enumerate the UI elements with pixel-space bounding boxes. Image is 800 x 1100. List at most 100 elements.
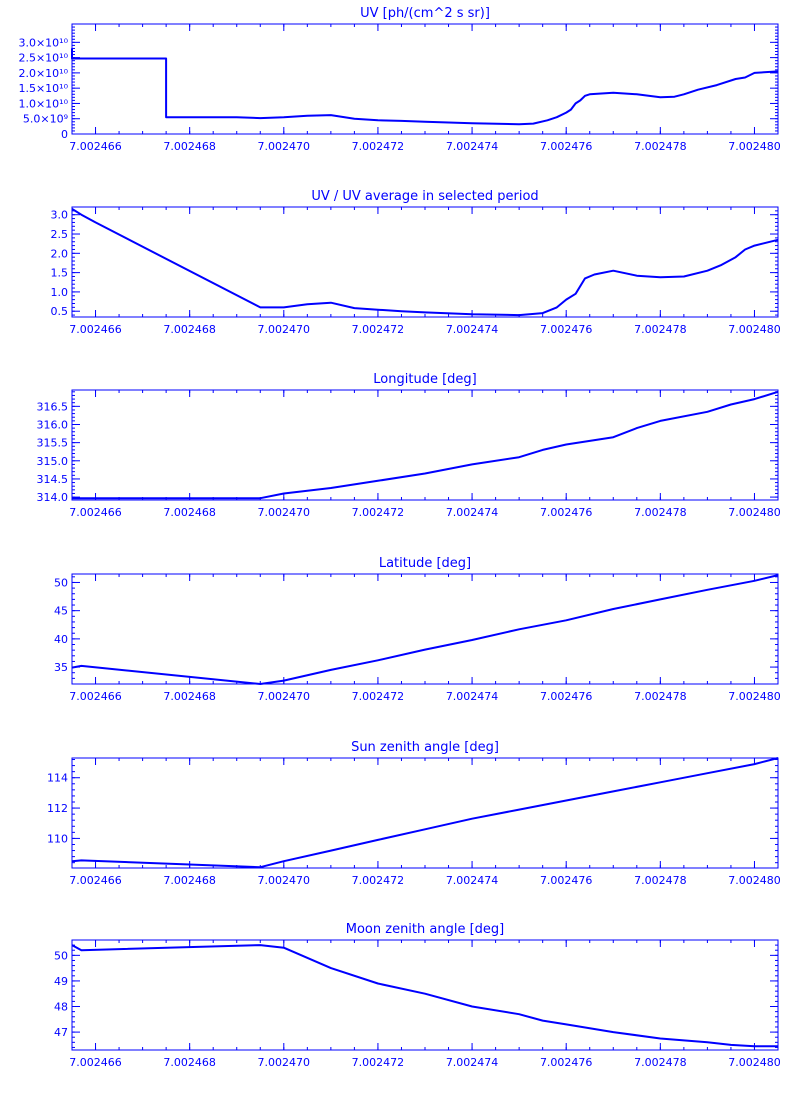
y-tick-label: 5.0×10⁹: [23, 113, 68, 126]
x-tick-label: 7.002470: [258, 1056, 311, 1069]
series-line: [71, 48, 779, 126]
x-tick-label: 7.002476: [540, 140, 593, 153]
y-tick-label: 49: [54, 975, 68, 988]
y-tick-label: 3.0: [51, 209, 69, 222]
y-tick-label: 1.5: [51, 267, 69, 280]
chart-title: Moon zenith angle [deg]: [346, 922, 504, 937]
chart-title: Longitude [deg]: [373, 372, 476, 387]
x-tick-label: 7.002476: [540, 506, 593, 519]
x-tick-label: 7.002474: [446, 1056, 499, 1069]
x-tick-label: 7.002470: [258, 874, 311, 887]
chart-title: Latitude [deg]: [379, 556, 471, 571]
y-tick-label: 47: [54, 1026, 68, 1039]
x-tick-label: 7.002468: [163, 874, 216, 887]
x-tick-label: 7.002478: [634, 506, 687, 519]
x-tick-label: 7.002468: [163, 140, 216, 153]
x-tick-label: 7.002472: [352, 874, 405, 887]
y-tick-label: 50: [54, 949, 68, 962]
chart-title: Sun zenith angle [deg]: [351, 740, 499, 755]
y-tick-label: 2.5×10¹⁰: [18, 52, 68, 65]
x-tick-label: 7.002470: [258, 506, 311, 519]
x-tick-label: 7.002476: [540, 1056, 593, 1069]
x-tick-label: 7.002478: [634, 690, 687, 703]
y-tick-label: 315.5: [37, 437, 69, 450]
y-tick-label: 112: [47, 802, 68, 815]
y-tick-label: 114: [47, 772, 68, 785]
x-tick-label: 7.002472: [352, 690, 405, 703]
series-line: [71, 208, 779, 317]
plot-frame: [71, 206, 779, 318]
plot-frame: [71, 573, 779, 685]
x-tick-label: 7.002476: [540, 323, 593, 336]
y-tick-label: 110: [47, 832, 68, 845]
x-tick-label: 7.002474: [446, 506, 499, 519]
chart-title: UV / UV average in selected period: [311, 189, 538, 204]
x-tick-label: 7.002478: [634, 140, 687, 153]
y-tick-label: 316.5: [37, 400, 69, 413]
chart-panel-6: Moon zenith angle [deg] 7.002466 7.002468 7…: [54, 922, 781, 1069]
x-tick-label: 7.002480: [728, 140, 781, 153]
x-tick-label: 7.002480: [728, 874, 781, 887]
x-tick-label: 7.002470: [258, 140, 311, 153]
x-tick-label: 7.002466: [69, 323, 122, 336]
y-tick-label: 314.0: [37, 491, 69, 504]
x-tick-label: 7.002472: [352, 1056, 405, 1069]
x-tick-label: 7.002478: [634, 323, 687, 336]
x-tick-label: 7.002480: [728, 1056, 781, 1069]
chart-panel-1: UV [ph/(cm^2 s sr)] 7.002466 7.002468 7.002…: [18, 6, 780, 153]
chart-panel-4: Latitude [deg] 7.002466 7.002468 7.002470 7.…: [54, 556, 781, 703]
x-tick-label: 7.002474: [446, 874, 499, 887]
series-line: [72, 390, 779, 500]
chart-panel-3: Longitude [deg] 7.002466 7.002468 7.002470 7…: [37, 372, 781, 519]
x-tick-label: 7.002468: [163, 323, 216, 336]
x-tick-label: 7.002466: [69, 140, 122, 153]
y-tick-label: 2.0×10¹⁰: [18, 67, 68, 80]
y-tick-label: 0.5: [51, 305, 69, 318]
y-tick-label: 1.5×10¹⁰: [18, 82, 68, 95]
plot-frame: [71, 939, 779, 1051]
y-tick-label: 0: [61, 128, 68, 141]
x-tick-label: 7.002466: [69, 874, 122, 887]
x-tick-label: 7.002472: [352, 140, 405, 153]
x-tick-label: 7.002480: [728, 506, 781, 519]
series-line: [71, 944, 778, 1048]
x-tick-label: 7.002480: [728, 323, 781, 336]
y-tick-label: 50: [54, 576, 68, 589]
y-tick-label: 48: [54, 1001, 68, 1014]
chart-panel-2: UV / UV average in selected period 7.0024…: [51, 189, 781, 336]
x-tick-label: 7.002472: [352, 323, 405, 336]
y-tick-label: 1.0×10¹⁰: [18, 97, 68, 110]
y-tick-label: 35: [54, 661, 68, 674]
x-tick-label: 7.002478: [634, 874, 687, 887]
y-tick-label: 315.0: [37, 455, 69, 468]
y-tick-label: 3.0×10¹⁰: [18, 36, 68, 49]
x-tick-label: 7.002470: [258, 323, 311, 336]
x-tick-label: 7.002466: [69, 690, 122, 703]
x-tick-label: 7.002466: [69, 1056, 122, 1069]
x-tick-label: 7.002470: [258, 690, 311, 703]
plot-frame: [71, 757, 779, 869]
x-tick-label: 7.002474: [446, 690, 499, 703]
x-tick-label: 7.002474: [446, 323, 499, 336]
x-tick-label: 7.002476: [540, 690, 593, 703]
x-tick-label: 7.002468: [163, 690, 216, 703]
x-tick-label: 7.002474: [446, 140, 499, 153]
series-line: [71, 574, 779, 685]
plot-frame: [71, 389, 779, 501]
y-tick-label: 1.0: [51, 286, 69, 299]
y-tick-label: 314.5: [37, 473, 69, 486]
x-tick-label: 7.002466: [69, 506, 122, 519]
series-line: [71, 757, 779, 869]
y-tick-label: 2.0: [51, 247, 69, 260]
x-tick-label: 7.002480: [728, 690, 781, 703]
chart-title: UV [ph/(cm^2 s sr)]: [360, 6, 490, 21]
x-tick-label: 7.002472: [352, 506, 405, 519]
y-tick-label: 45: [54, 605, 68, 618]
x-tick-label: 7.002468: [163, 506, 216, 519]
y-tick-label: 2.5: [51, 228, 69, 241]
x-tick-label: 7.002468: [163, 1056, 216, 1069]
y-tick-label: 40: [54, 633, 68, 646]
y-tick-label: 316.0: [37, 418, 69, 431]
x-tick-label: 7.002478: [634, 1056, 687, 1069]
